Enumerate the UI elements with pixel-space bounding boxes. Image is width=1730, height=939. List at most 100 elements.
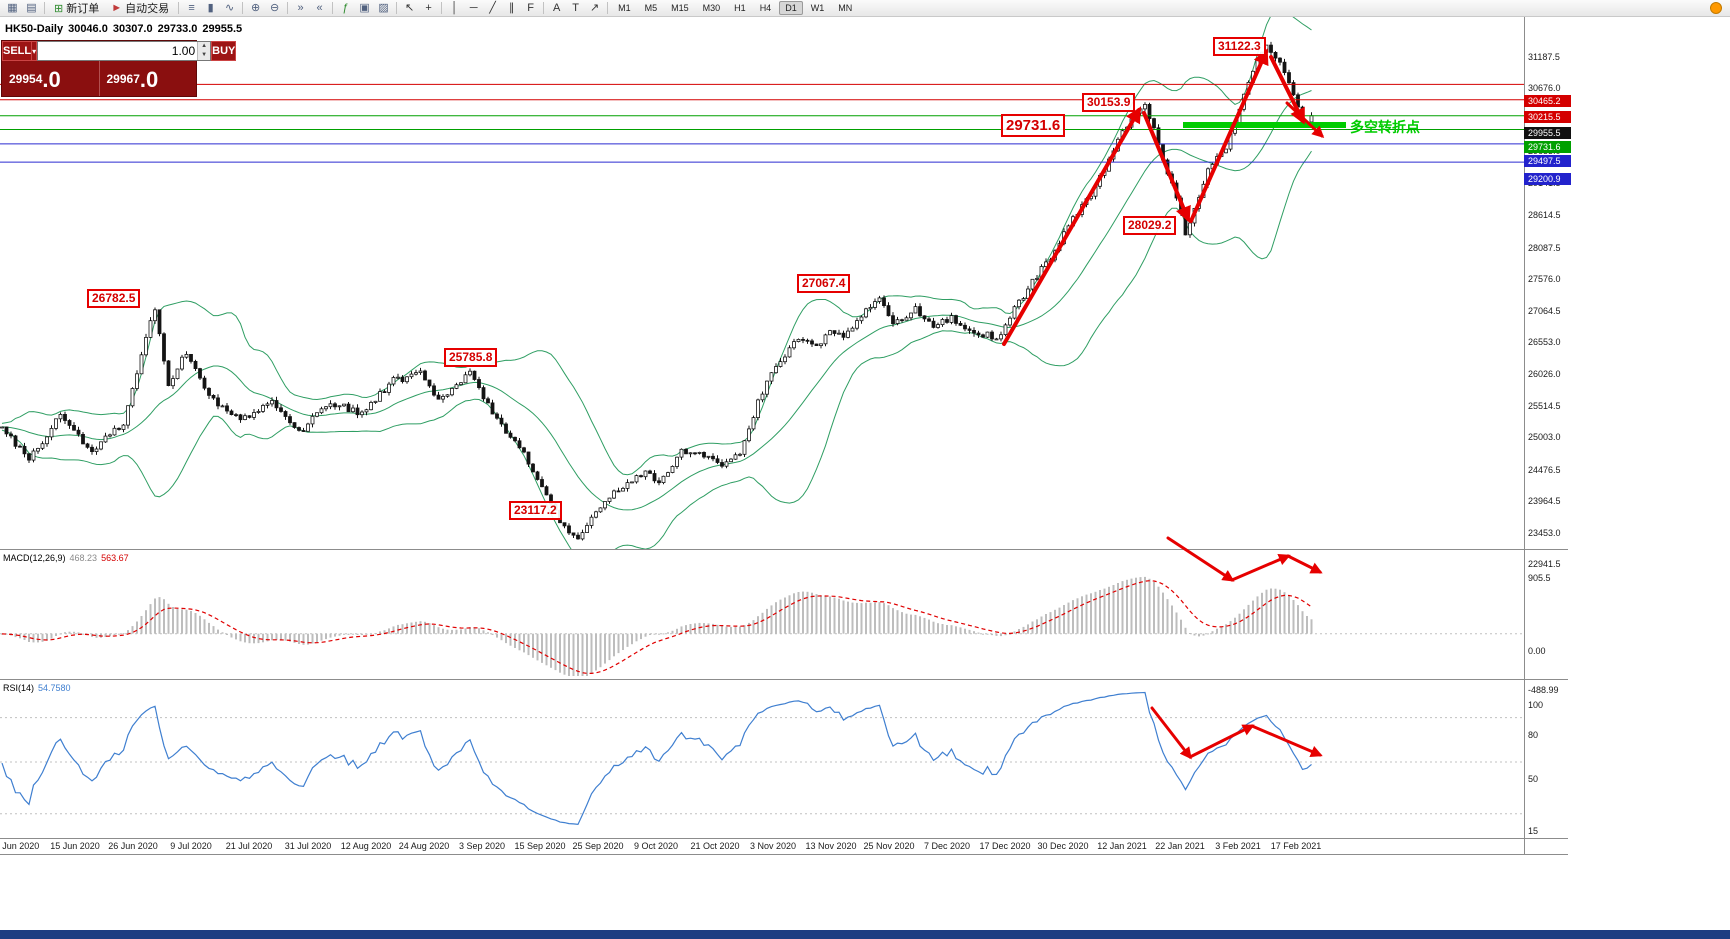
buy-price-main: 29967: [106, 72, 140, 86]
trend-arrows[interactable]: [1002, 48, 1325, 760]
volume-spinner: ▲ ▼: [197, 42, 211, 60]
trendline-icon[interactable]: ╱: [489, 1, 496, 14]
channel-icon[interactable]: ∥: [508, 1, 515, 14]
chart-symbol-period: HK50-Daily: [5, 23, 64, 35]
price-tag: 29955.5: [1524, 127, 1571, 139]
profiles-icon[interactable]: ▤: [26, 1, 37, 14]
price-axis-tick: 23964.5: [1528, 496, 1561, 506]
ohlc-high: 30307.0: [112, 23, 153, 35]
time-axis-label: 26 Jun 2020: [108, 841, 158, 851]
candlestick-chart-icon[interactable]: ▮: [207, 1, 214, 14]
connection-status-icon: [1710, 2, 1722, 14]
sell-dropdown-arrow-icon[interactable]: ▾: [32, 41, 38, 61]
time-axis-label: 15 Jun 2020: [50, 841, 100, 851]
buy-price[interactable]: 29967.0: [98, 61, 197, 96]
macd-name: MACD(12,26,9): [3, 553, 66, 563]
ohlc-open: 30046.0: [68, 23, 108, 35]
vertical-line-icon[interactable]: │: [451, 1, 459, 14]
timeframe-m5-button[interactable]: M5: [644, 3, 658, 13]
timeframe-m30-button[interactable]: M30: [702, 3, 721, 13]
periods-icon[interactable]: ▣: [359, 1, 370, 14]
arrows-icon[interactable]: ↗: [590, 1, 600, 14]
price-callout[interactable]: 29731.6: [1001, 114, 1066, 137]
one-click-trading-panel: SELL ▾ ▲ ▼ BUY 29954.0 29967.0: [1, 40, 237, 97]
time-axis-label: 9 Oct 2020: [633, 841, 679, 851]
timeframe-d1-button[interactable]: D1: [779, 1, 803, 15]
fibonacci-icon[interactable]: F: [527, 1, 534, 14]
new-chart-icon[interactable]: ▦: [7, 1, 18, 14]
price-axis-tick: 27576.0: [1528, 274, 1561, 284]
auto-trading-icon: ►: [111, 2, 123, 14]
auto-trading-button-label: 自动交易: [125, 3, 170, 15]
timeframe-m1-button[interactable]: M1: [618, 3, 631, 13]
auto-scroll-icon[interactable]: »: [297, 1, 304, 14]
time-axis-label: 3 Feb 2021: [1215, 841, 1261, 851]
timeframe-w1-button[interactable]: W1: [810, 3, 825, 13]
chart-canvas[interactable]: [0, 17, 1730, 855]
price-axis-tick: 25003.0: [1528, 432, 1561, 442]
rsi-axis-tick: 100: [1528, 700, 1544, 710]
cursor-icon[interactable]: ↖: [405, 1, 415, 14]
buy-price-pips: .0: [139, 67, 159, 92]
templates-icon[interactable]: ▨: [378, 1, 389, 14]
sell-price[interactable]: 29954.0: [2, 61, 99, 96]
time-axis-label: 21 Oct 2020: [690, 841, 740, 851]
indicators-icon[interactable]: ƒ: [342, 1, 349, 14]
new-order-button-label: 新订单: [66, 3, 100, 15]
time-axis-label: 25 Nov 2020: [863, 841, 915, 851]
price-callout[interactable]: 27067.4: [797, 274, 851, 293]
sell-price-main: 29954: [9, 72, 43, 86]
price-tag: 30465.2: [1524, 95, 1571, 107]
crosshair-icon[interactable]: +: [425, 1, 432, 14]
timeframe-m15-button[interactable]: M15: [671, 3, 689, 13]
zoom-out-icon[interactable]: ⊖: [270, 1, 280, 14]
rsi-value: 54.7580: [38, 683, 71, 693]
price-callout[interactable]: 31122.3: [1213, 37, 1266, 56]
price-axis-tick: 28614.5: [1528, 210, 1561, 220]
volume-input[interactable]: [38, 42, 198, 60]
time-axis-label: 25 Sep 2020: [572, 841, 624, 851]
timeframe-h1-button[interactable]: H1: [734, 3, 746, 13]
toolbar-separator: [396, 2, 398, 14]
time-axis-label: 12 Jan 2021: [1097, 841, 1147, 851]
line-chart-icon[interactable]: ∿: [225, 1, 235, 14]
price-callout[interactable]: 26782.5: [87, 289, 141, 308]
price-axis-tick: 26553.0: [1528, 337, 1561, 347]
pivot-line[interactable]: [1183, 122, 1346, 128]
rsi-name: RSI(14): [3, 683, 35, 693]
buy-button[interactable]: BUY: [211, 41, 237, 61]
text-icon[interactable]: A: [552, 1, 561, 14]
horizontal-line-icon[interactable]: ─: [469, 1, 478, 14]
new-order-button[interactable]: ⊞ 新订单: [48, 1, 105, 16]
price-callout[interactable]: 23117.2: [509, 501, 562, 520]
time-axis-label: 12 Aug 2020: [340, 841, 392, 851]
bars-chart-icon[interactable]: ≡: [188, 1, 195, 14]
timeframe-h4-button[interactable]: H4: [759, 3, 772, 13]
taskbar-strip: [0, 930, 1730, 939]
toolbar-separator: [441, 2, 443, 14]
zoom-in-icon[interactable]: ⊕: [251, 1, 261, 14]
price-callout[interactable]: 25785.8: [444, 348, 498, 367]
toolbar-separator: [178, 2, 180, 14]
macd-indicator-label: MACD(12,26,9) 468.23 563.67: [3, 553, 129, 563]
text-label-icon[interactable]: T: [572, 1, 579, 14]
timeframe-mn-button[interactable]: MN: [838, 3, 853, 13]
chart-shift-icon[interactable]: «: [316, 1, 323, 14]
ohlc-close: 29955.5: [202, 23, 243, 35]
price-axis-tick: 26026.0: [1528, 369, 1561, 379]
price-callout[interactable]: 30153.9: [1082, 93, 1136, 112]
macd-axis-tick: 905.5: [1528, 573, 1551, 583]
ohlc-low: 29733.0: [157, 23, 198, 35]
price-callout[interactable]: 28029.2: [1123, 216, 1177, 235]
time-axis-label: 9 Jun 2020: [0, 841, 40, 851]
sell-button[interactable]: SELL: [2, 41, 33, 61]
price-panel: [0, 17, 1314, 549]
time-axis-label: 22 Jan 2021: [1155, 841, 1205, 851]
toolbar-separator: [607, 2, 609, 14]
volume-decrease-button[interactable]: ▼: [198, 51, 211, 60]
rsi-axis-tick: 50: [1528, 774, 1539, 784]
auto-trading-button[interactable]: ► 自动交易: [105, 1, 175, 16]
rsi-axis-tick: 80: [1528, 730, 1539, 740]
time-axis-label: 13 Nov 2020: [805, 841, 857, 851]
volume-increase-button[interactable]: ▲: [198, 42, 211, 51]
